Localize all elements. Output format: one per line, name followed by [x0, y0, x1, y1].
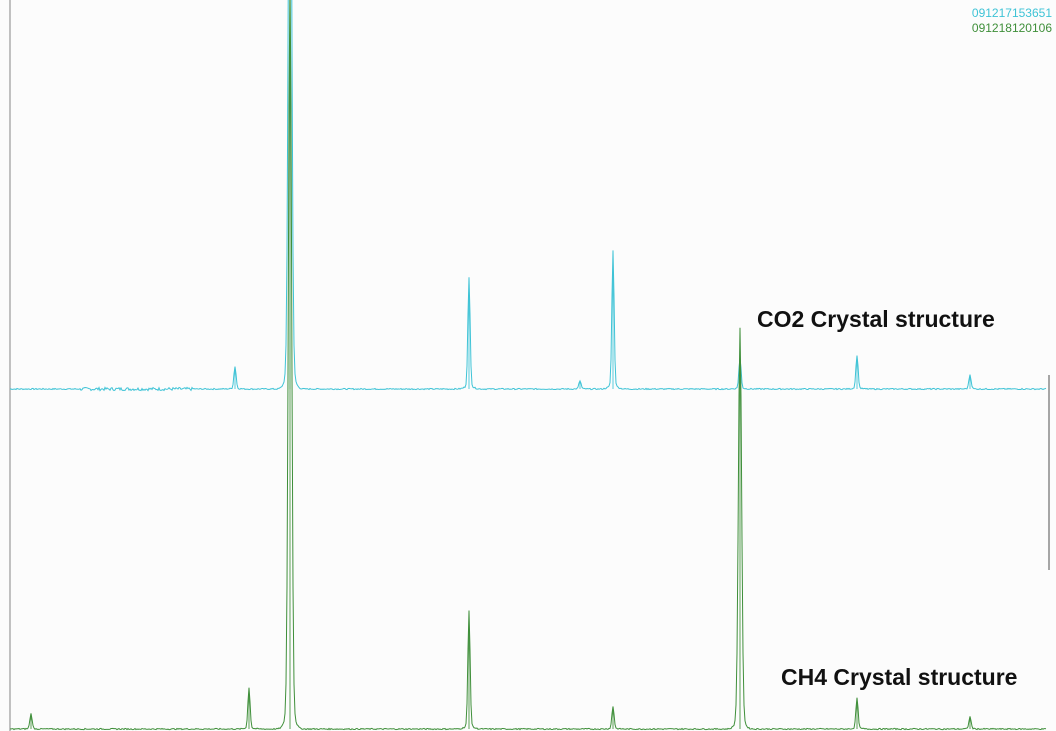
series-line-1: [9, 0, 1047, 392]
legend: 091217153651 091218120106: [972, 6, 1052, 36]
annotation-ch4: CH4 Crystal structure: [781, 664, 1018, 690]
annotation-co2: CO2 Crystal structure: [757, 306, 995, 332]
series-line-2: [9, 0, 1047, 731]
legend-entry-1: 091217153651: [971, 6, 1052, 20]
legend-entry-2: 091218120106: [971, 21, 1052, 35]
series-layer: [9, 0, 1047, 731]
